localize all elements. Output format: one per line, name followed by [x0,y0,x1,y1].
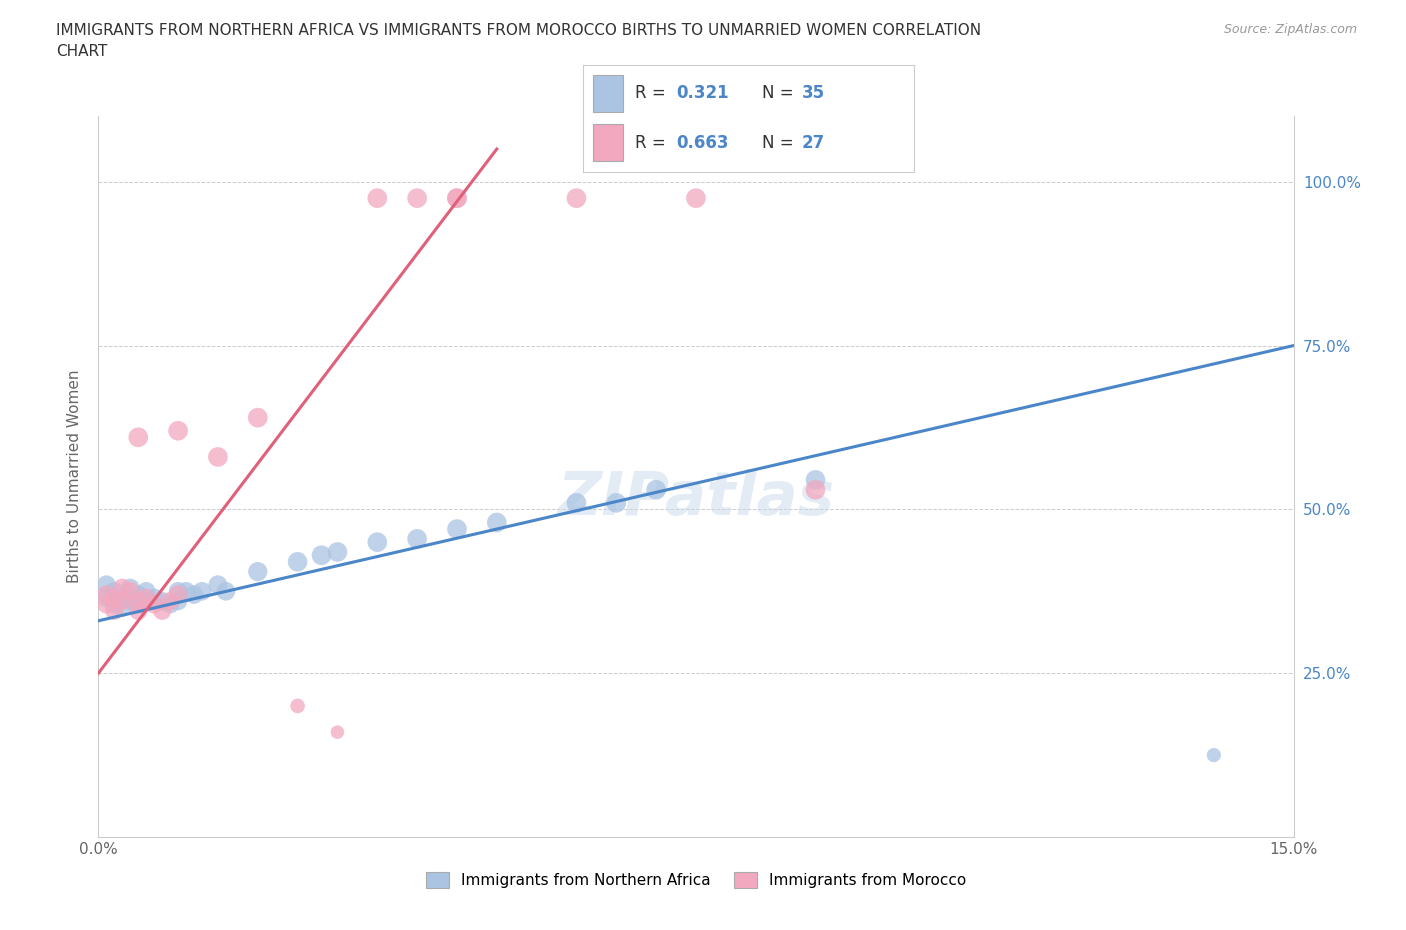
Text: N =: N = [762,85,799,102]
Point [127,597,149,612]
Text: Source: ZipAtlas.com: Source: ZipAtlas.com [1223,23,1357,36]
Point [311,548,333,563]
Point [96,597,118,612]
Text: R =: R = [634,134,671,152]
Point [167,593,190,608]
Point [406,191,429,206]
Point [96,587,118,602]
Point [143,597,166,612]
Point [150,593,173,608]
Point [215,584,238,599]
FancyBboxPatch shape [593,124,623,162]
Text: ZIPatlas: ZIPatlas [557,469,835,527]
Text: 27: 27 [801,134,825,152]
Point [143,591,166,605]
Point [111,593,134,608]
Point [174,584,197,599]
Point [366,191,388,206]
Point [326,545,349,560]
Point [207,578,229,592]
Point [191,584,214,599]
Point [167,587,190,602]
Text: 35: 35 [801,85,825,102]
Point [111,600,134,615]
Text: R =: R = [634,85,671,102]
Point [120,584,142,599]
Point [406,531,429,546]
Point [685,191,707,206]
Point [167,423,190,438]
Y-axis label: Births to Unmarried Women: Births to Unmarried Women [67,370,83,583]
Text: 0.321: 0.321 [676,85,728,102]
Point [804,483,827,498]
Point [446,191,468,206]
Point [287,698,309,713]
Point [446,522,468,537]
Point [127,430,149,445]
Text: N =: N = [762,134,799,152]
Point [159,597,181,612]
Point [287,554,309,569]
Point [326,724,349,739]
Point [135,584,157,599]
Point [150,604,173,618]
Point [135,591,157,605]
Point [103,604,125,618]
Point [120,593,142,608]
Point [565,191,588,206]
Point [1202,748,1225,763]
Point [605,496,627,511]
Text: IMMIGRANTS FROM NORTHERN AFRICA VS IMMIGRANTS FROM MOROCCO BIRTHS TO UNMARRIED W: IMMIGRANTS FROM NORTHERN AFRICA VS IMMIG… [56,23,981,60]
Text: 0.663: 0.663 [676,134,728,152]
Point [565,496,588,511]
Point [96,578,118,592]
Point [120,580,142,595]
Point [96,591,118,605]
Point [246,565,269,579]
Point [159,593,181,608]
Point [111,580,134,595]
Point [111,591,134,605]
Legend: Immigrants from Northern Africa, Immigrants from Morocco: Immigrants from Northern Africa, Immigra… [420,866,972,895]
Point [207,449,229,464]
Point [127,593,149,608]
Point [103,597,125,612]
Point [645,483,668,498]
Point [167,584,190,599]
Point [135,593,157,608]
Point [127,604,149,618]
FancyBboxPatch shape [593,74,623,113]
Point [485,515,508,530]
Point [246,410,269,425]
Point [446,191,468,206]
Point [183,587,205,602]
Point [366,535,388,550]
Point [804,472,827,487]
Point [103,584,125,599]
Point [103,591,125,605]
Point [127,587,149,602]
